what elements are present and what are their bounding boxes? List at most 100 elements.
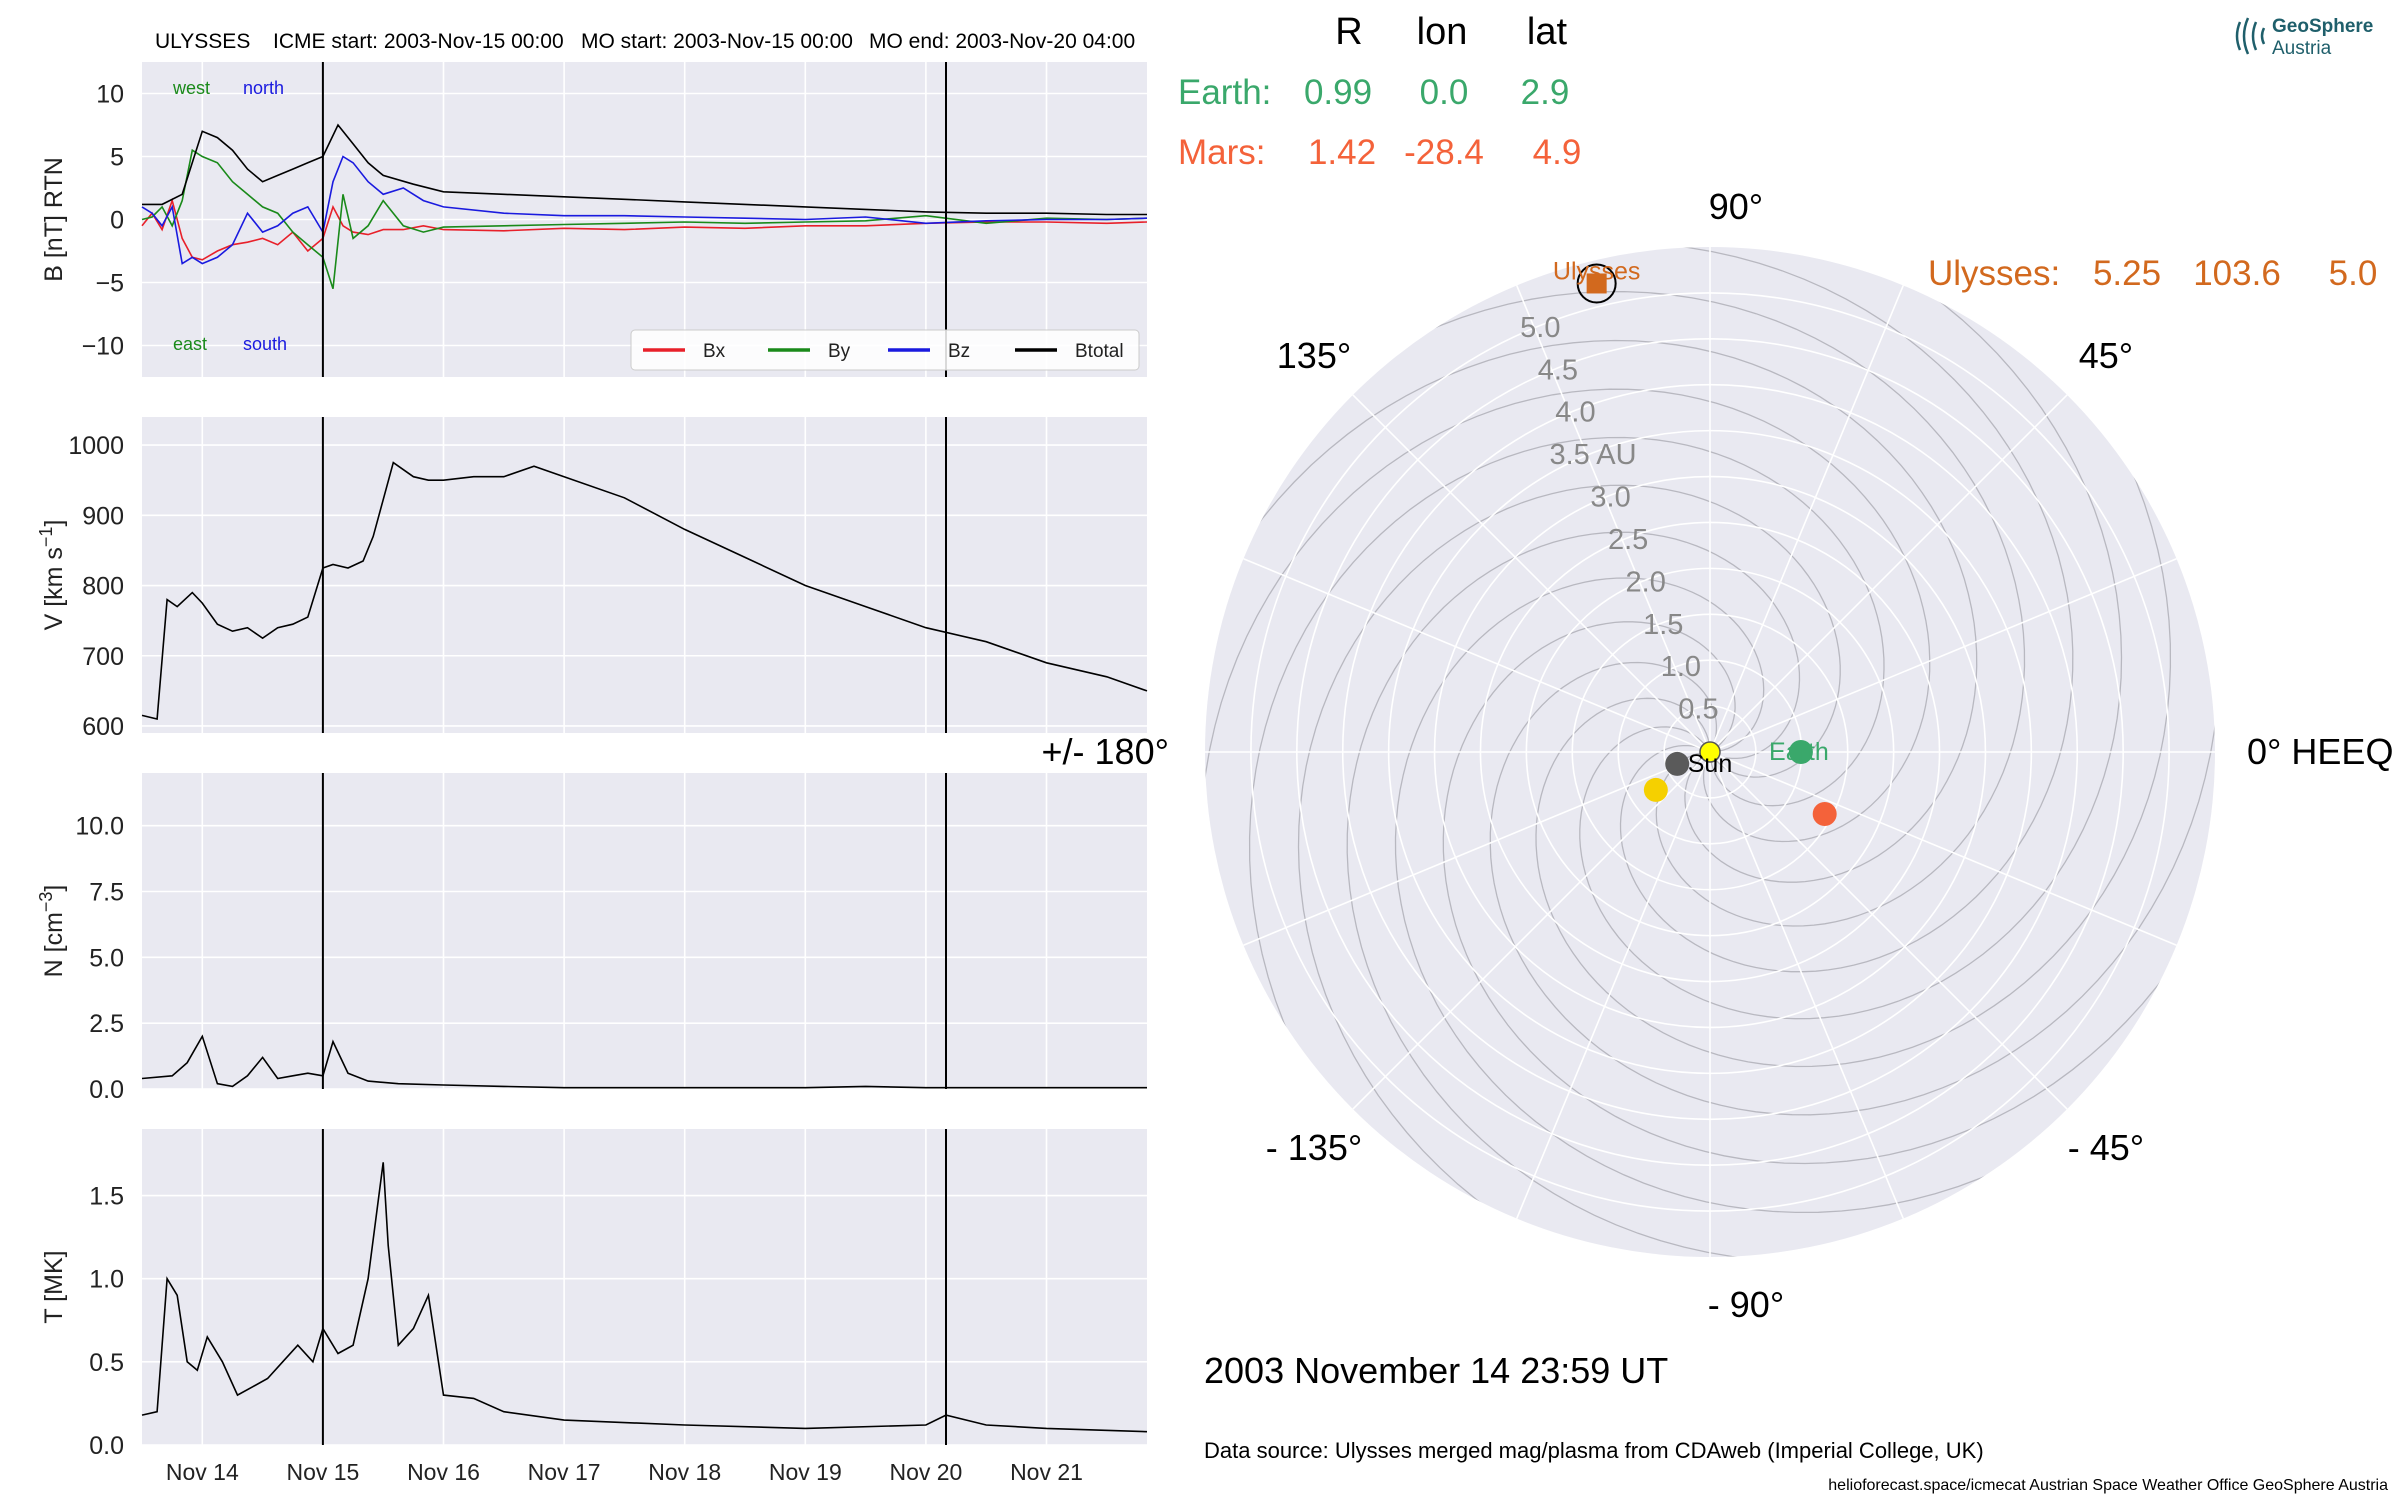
angle-label: - 90° xyxy=(1708,1284,1784,1325)
ulysses-label: Ulysses xyxy=(1553,257,1641,285)
date-label: 2003 November 14 23:59 UT xyxy=(1204,1350,1668,1391)
panel-1: −10 −5 0 5 10 B [nT] RTN xyxy=(40,62,1148,377)
y-tick-label: 800 xyxy=(82,573,124,601)
angle-label: +/- 180° xyxy=(1042,731,1169,772)
angular-gridline xyxy=(1352,394,1711,753)
panel-4: 0.0 0.5 1.0 1.5 T [MK] xyxy=(40,1129,1148,1460)
legend-label-bz: Bz xyxy=(948,341,970,362)
logo-line1: GeoSphere xyxy=(2272,16,2373,37)
angle-label: - 135° xyxy=(1266,1127,1362,1168)
angular-gridline xyxy=(1516,751,1711,1219)
annotation-east: east xyxy=(173,334,207,354)
series-line-data xyxy=(141,461,1148,720)
series-line-data xyxy=(141,1034,1147,1089)
series-line-bx xyxy=(141,197,1148,261)
angular-gridline xyxy=(1352,751,1711,1110)
radial-tick-label: 4.0 xyxy=(1555,397,1595,429)
angle-label: 135° xyxy=(1277,335,1351,376)
table-header-lat: lat xyxy=(1527,11,1568,53)
angular-gridline xyxy=(1709,751,1904,1219)
y-tick-label: 5 xyxy=(110,144,124,172)
radial-tick-label: 2.0 xyxy=(1626,566,1666,598)
mars-row-lon: -28.4 xyxy=(1404,133,1484,172)
panel-background xyxy=(142,417,1147,733)
y-tick-label: 7.5 xyxy=(89,879,124,907)
angular-gridline xyxy=(1709,285,1904,753)
y-tick-label: 1.0 xyxy=(89,1266,124,1294)
y-tick-label: 1.5 xyxy=(89,1183,124,1211)
y-tick-label: −5 xyxy=(95,270,124,298)
radial-tick-label: 2.5 xyxy=(1608,524,1648,556)
icme-start-label: ICME start: 2003-Nov-15 00:00 xyxy=(273,30,564,53)
x-tick-label: Nov 14 xyxy=(166,1459,239,1485)
x-tick-label: Nov 17 xyxy=(528,1459,601,1485)
y-tick-label: 2.5 xyxy=(89,1010,124,1038)
ulysses-row-lat: 5.0 xyxy=(2329,254,2378,293)
y-tick-label: 0.0 xyxy=(89,1076,124,1104)
y-axis-label: N [cm−3] xyxy=(36,885,68,978)
legend-frame xyxy=(630,329,1140,371)
radial-tick-label: 1.0 xyxy=(1661,651,1701,683)
logo-line2: Austria xyxy=(2272,38,2332,59)
legend-label-btotal: Btotal xyxy=(1075,341,1124,362)
sun-label: Sun xyxy=(1688,750,1732,778)
x-tick-label: Nov 15 xyxy=(286,1459,359,1485)
y-axis-label: B [nT] RTN xyxy=(40,157,68,282)
y-tick-label: 900 xyxy=(82,502,124,530)
sun-marker xyxy=(1699,741,1721,763)
angle-label: 90° xyxy=(1709,186,1763,227)
angle-label: 0° HEEQ xyxy=(2247,731,2393,772)
angle-label: - 45° xyxy=(2068,1127,2144,1168)
y-tick-label: 700 xyxy=(82,643,124,671)
panel-1-annotations: west north east south Bx By Bz Btotal xyxy=(172,78,1140,371)
y-tick-label: 10 xyxy=(96,81,124,109)
panel-background xyxy=(142,1129,1147,1445)
mo-start-label: MO start: 2003-Nov-15 00:00 xyxy=(581,30,853,53)
legend: Bx By Bz Btotal xyxy=(630,329,1140,371)
radial-tick-label: 1.5 xyxy=(1643,609,1683,641)
angular-gridline xyxy=(1709,558,2177,753)
mercury-marker xyxy=(1665,751,1690,776)
spacecraft-title: ULYSSES xyxy=(155,30,250,53)
series-line-btotal xyxy=(142,123,1147,216)
y-tick-label: 0.5 xyxy=(89,1349,124,1377)
ulysses-row-name: Ulysses: xyxy=(1928,254,2060,293)
annotation-west: west xyxy=(172,78,210,98)
angular-gridline xyxy=(1709,751,2068,1110)
y-tick-label: 10.0 xyxy=(75,813,124,841)
panel-background xyxy=(142,773,1147,1089)
earth-row-lon: 0.0 xyxy=(1420,73,1469,112)
panel-2: 600 700 800 900 1000 V [km s−1] xyxy=(36,417,1148,741)
y-axis-label: V [km s−1] xyxy=(36,520,68,631)
radial-tick-label: 0.5 xyxy=(1678,694,1718,726)
x-tick-label: Nov 18 xyxy=(648,1459,721,1485)
series-line-bz xyxy=(141,155,1148,265)
legend-label-bx: Bx xyxy=(703,341,726,362)
y-axis-label: T [MK] xyxy=(40,1250,68,1323)
series-line-data xyxy=(141,1162,1148,1433)
annotation-south: south xyxy=(243,334,287,354)
x-axis: Nov 14 Nov 15 Nov 16 Nov 17 Nov 18 Nov 19 Nov … xyxy=(166,1459,1083,1485)
angular-gridline xyxy=(1709,751,2177,946)
panel-3: 0.0 2.5 5.0 7.5 10.0 N [cm−3] xyxy=(36,773,1147,1104)
geosphere-logo-icon xyxy=(2235,17,2266,55)
x-tick-label: Nov 21 xyxy=(1010,1459,1083,1485)
footer-credits: helioforecast.space/icmecat Austrian Spa… xyxy=(1828,1477,2388,1494)
mars-marker xyxy=(1812,802,1837,827)
earth-row-r: 0.99 xyxy=(1304,73,1372,112)
earth-row-lat: 2.9 xyxy=(1521,73,1570,112)
position-table: R lon lat Earth: 0.99 0.0 2.9 Mars: 1.42… xyxy=(1178,11,2377,293)
ulysses-marker xyxy=(1586,273,1607,294)
time-series-panels: −10 −5 0 5 10 B [nT] RTN 600 700 800 900 1000 V [km… xyxy=(36,62,1148,1485)
x-tick-label: Nov 16 xyxy=(407,1459,480,1485)
y-tick-label: 1000 xyxy=(68,432,124,460)
radial-tick-label: 3.0 xyxy=(1590,482,1630,514)
series-line-by xyxy=(141,148,1148,290)
x-tick-label: Nov 19 xyxy=(769,1459,842,1485)
radial-tick-label: 5.0 xyxy=(1520,312,1560,344)
ulysses-row-lon: 103.6 xyxy=(2193,254,2281,293)
angular-gridline xyxy=(1243,558,1711,753)
polar-position-plot: 0.5 1.0 1.5 2.0 2.5 3.0 3.5 AU 4.0 4.5 5.0 90° 45° 0… xyxy=(1042,186,2394,1325)
mo-end-label: MO end: 2003-Nov-20 04:00 xyxy=(869,30,1135,53)
ulysses-row-r: 5.25 xyxy=(2093,254,2161,293)
